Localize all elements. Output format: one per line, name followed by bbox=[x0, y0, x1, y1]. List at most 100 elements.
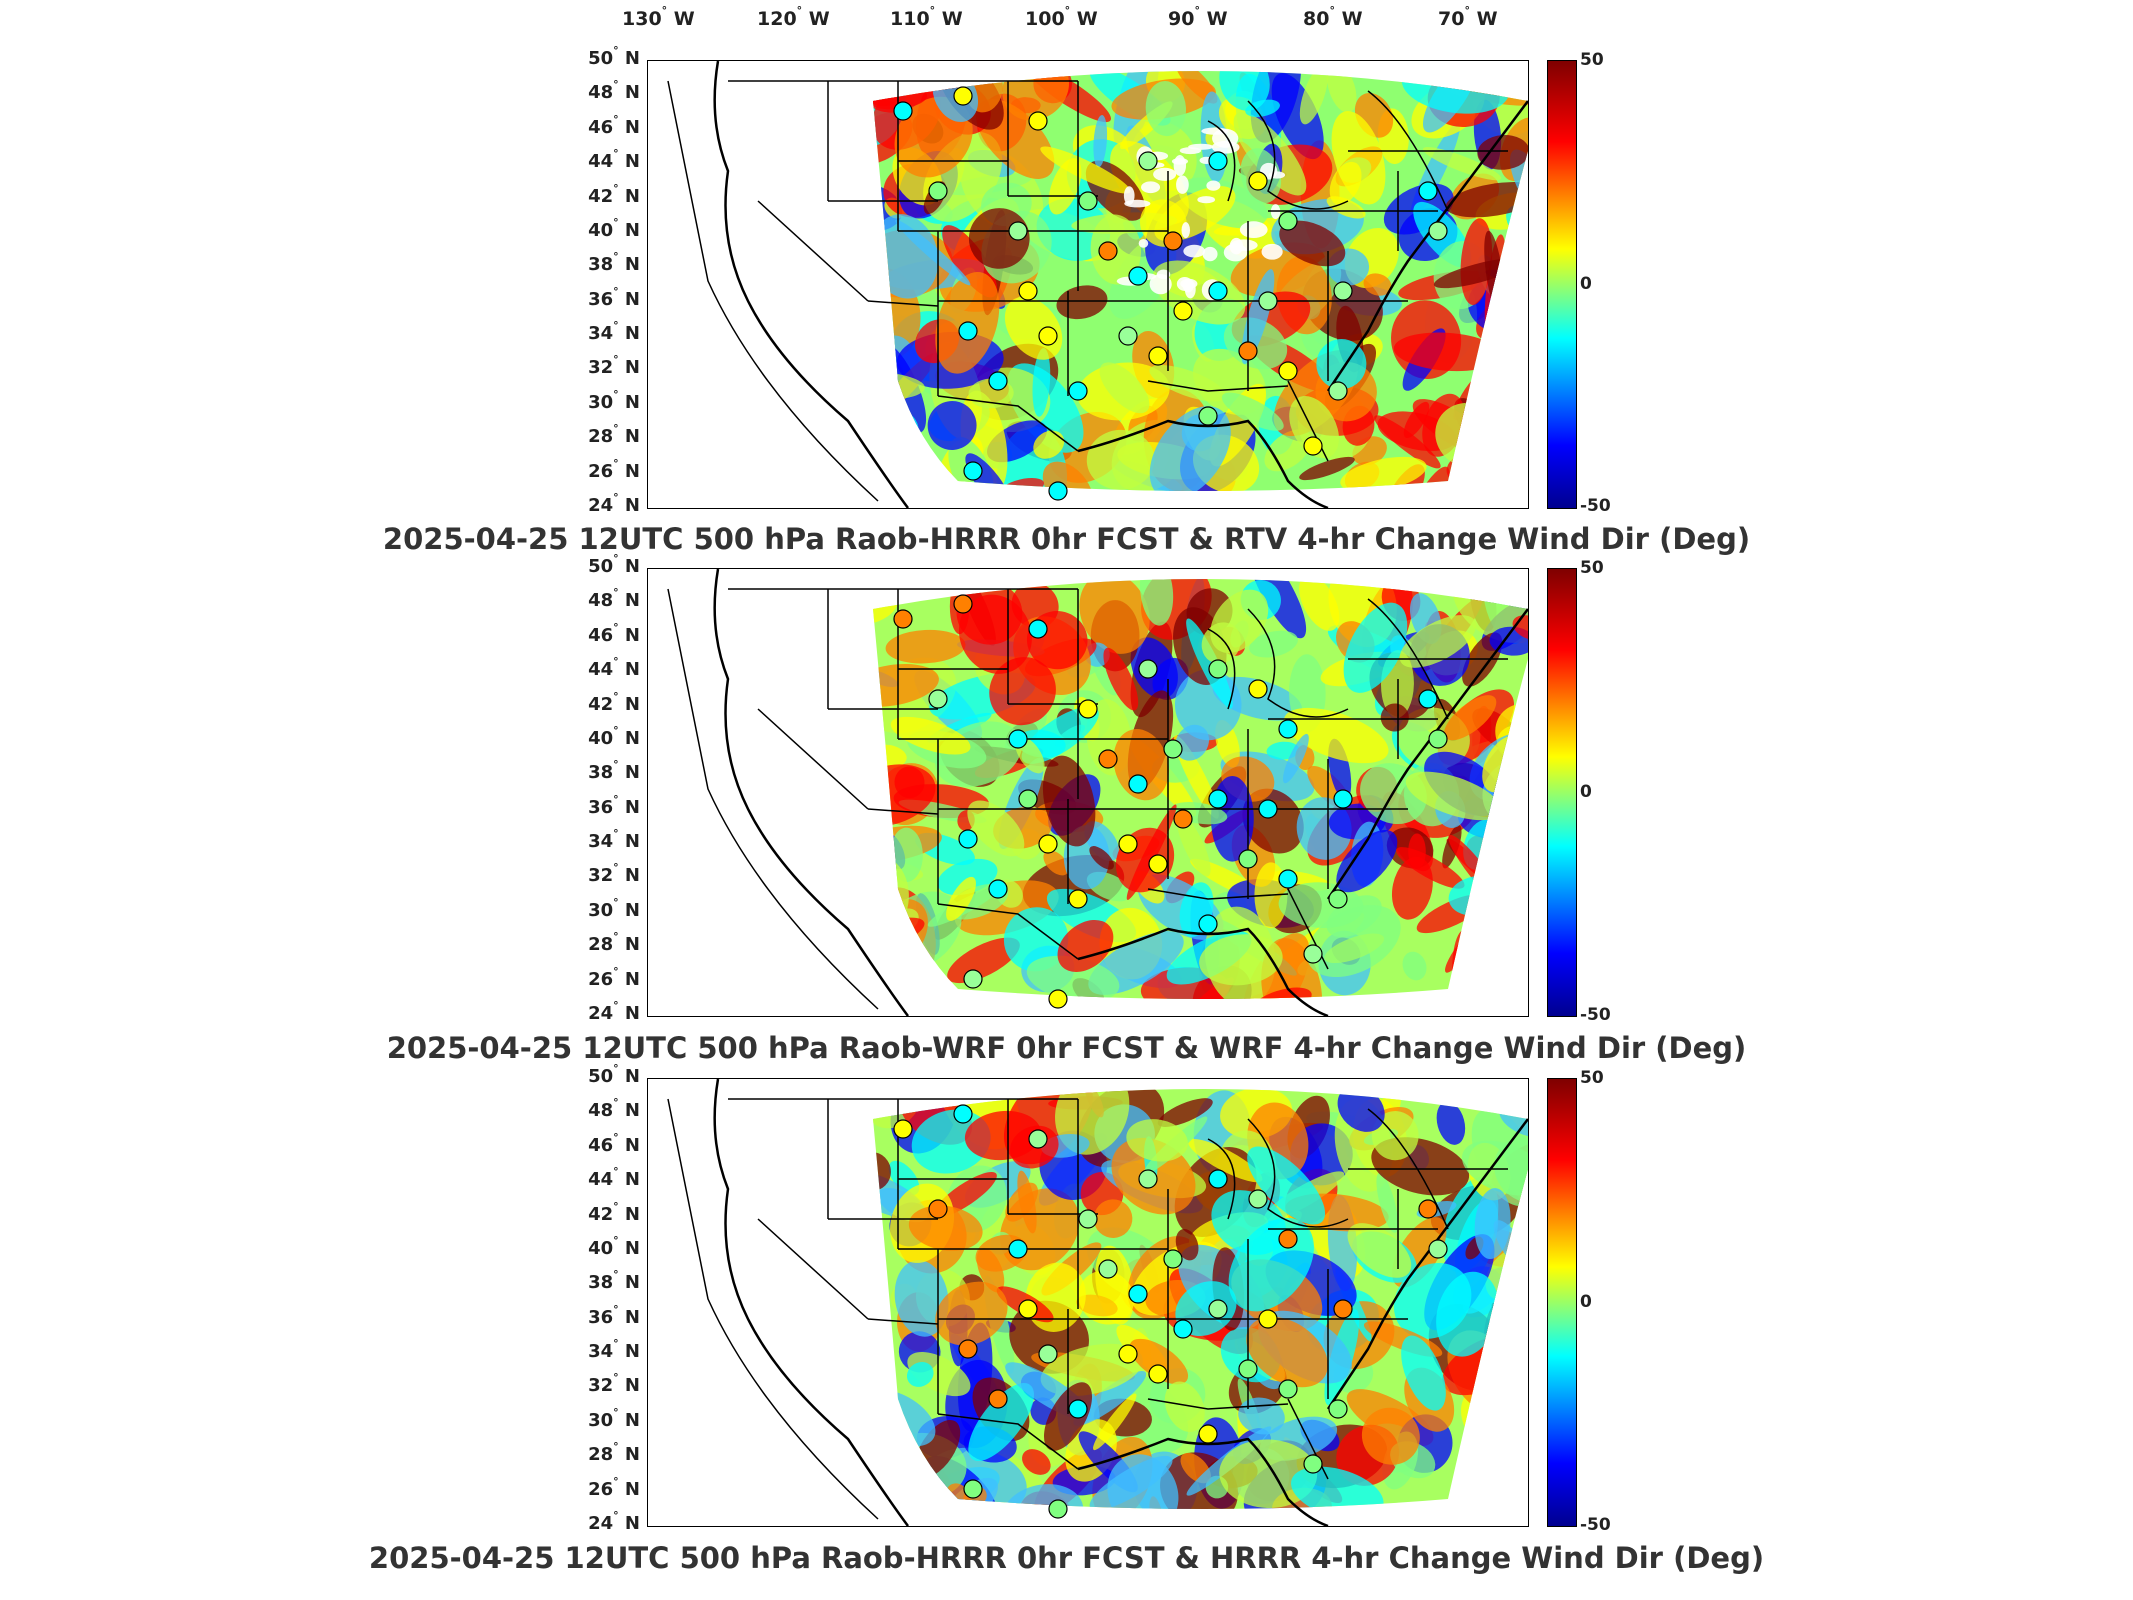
raob-station-marker bbox=[1208, 659, 1228, 679]
coastline bbox=[713, 61, 1528, 508]
raob-station-marker bbox=[1038, 1344, 1058, 1364]
raob-station-marker bbox=[1048, 989, 1068, 1009]
raob-stations bbox=[893, 594, 1448, 1009]
lat-label-28: 28° N bbox=[588, 930, 640, 956]
raob-station-marker bbox=[1418, 181, 1438, 201]
raob-station-marker bbox=[1118, 326, 1138, 346]
raob-station-marker bbox=[893, 609, 913, 629]
raob-station-marker bbox=[1303, 944, 1323, 964]
raob-station-marker bbox=[1008, 729, 1028, 749]
lat-label-48: 48° N bbox=[588, 586, 640, 612]
raob-station-marker bbox=[958, 829, 978, 849]
raob-station-marker bbox=[1173, 809, 1193, 829]
raob-station-marker bbox=[1198, 1424, 1218, 1444]
lat-label-40: 40° N bbox=[588, 1233, 640, 1259]
raob-station-marker bbox=[1138, 659, 1158, 679]
raob-station-marker bbox=[963, 969, 983, 989]
raob-station-marker bbox=[1098, 241, 1118, 261]
raob-station-marker bbox=[1428, 729, 1448, 749]
raob-stations bbox=[893, 86, 1448, 501]
raob-station-marker bbox=[1418, 1199, 1438, 1219]
raob-station-marker bbox=[1258, 1309, 1278, 1329]
raob-station-marker bbox=[1333, 1299, 1353, 1319]
raob-station-marker bbox=[1238, 1359, 1258, 1379]
raob-station-marker bbox=[1278, 1379, 1298, 1399]
raob-station-marker bbox=[928, 181, 948, 201]
raob-station-marker bbox=[1303, 1454, 1323, 1474]
panel-caption: 2025-04-25 12UTC 500 hPa Raob-WRF 0hr FC… bbox=[386, 1031, 1747, 1065]
lat-label-46: 46° N bbox=[588, 620, 640, 646]
lat-label-32: 32° N bbox=[588, 353, 640, 379]
lon-label-90: 90° W bbox=[1168, 4, 1228, 30]
raob-station-marker bbox=[1078, 699, 1098, 719]
panel-caption: 2025-04-25 12UTC 500 hPa Raob-HRRR 0hr F… bbox=[368, 1541, 1765, 1575]
lat-label-24: 24° N bbox=[588, 491, 640, 516]
colorbar-min-label: -50 bbox=[1580, 496, 1611, 516]
raob-station-marker bbox=[928, 1199, 948, 1219]
lat-label-50: 50° N bbox=[588, 44, 640, 69]
raob-station-marker bbox=[1208, 151, 1228, 171]
raob-station-marker bbox=[1068, 889, 1088, 909]
colorbar-mid-label: 0 bbox=[1580, 274, 1592, 294]
lat-label-42: 42° N bbox=[588, 181, 640, 207]
raob-station-marker bbox=[1278, 361, 1298, 381]
raob-station-marker bbox=[1128, 1284, 1148, 1304]
lat-label-44: 44° N bbox=[588, 655, 640, 681]
raob-station-marker bbox=[1208, 281, 1228, 301]
lon-label-100: 100° W bbox=[1025, 4, 1098, 30]
raob-station-marker bbox=[1333, 281, 1353, 301]
raob-station-marker bbox=[1068, 1399, 1088, 1419]
raob-station-marker bbox=[1028, 1129, 1048, 1149]
lat-label-30: 30° N bbox=[588, 895, 640, 921]
lat-label-40: 40° N bbox=[588, 723, 640, 749]
colorbar bbox=[1547, 568, 1577, 1017]
raob-station-marker bbox=[1098, 1259, 1118, 1279]
panel-caption: 2025-04-25 12UTC 500 hPa Raob-HRRR 0hr F… bbox=[382, 522, 1751, 556]
raob-station-marker bbox=[1118, 834, 1138, 854]
raob-station-marker bbox=[1278, 719, 1298, 739]
lat-label-30: 30° N bbox=[588, 1405, 640, 1431]
lat-label-24: 24° N bbox=[588, 999, 640, 1024]
raob-station-marker bbox=[1248, 1189, 1268, 1209]
raob-station-marker bbox=[988, 879, 1008, 899]
map-frame bbox=[647, 1078, 1529, 1527]
lat-label-46: 46° N bbox=[588, 112, 640, 138]
lat-label-44: 44° N bbox=[588, 1165, 640, 1191]
raob-station-marker bbox=[1138, 1169, 1158, 1189]
raob-station-marker bbox=[1208, 789, 1228, 809]
lon-label-110: 110° W bbox=[890, 4, 963, 30]
raob-station-marker bbox=[1173, 301, 1193, 321]
raob-station-marker bbox=[893, 101, 913, 121]
coastline bbox=[713, 569, 1528, 1016]
lat-label-28: 28° N bbox=[588, 422, 640, 448]
lat-label-26: 26° N bbox=[588, 964, 640, 990]
lat-label-32: 32° N bbox=[588, 861, 640, 887]
lat-label-26: 26° N bbox=[588, 456, 640, 482]
raob-station-marker bbox=[1008, 221, 1028, 241]
raob-station-marker bbox=[1028, 111, 1048, 131]
wind-direction-map bbox=[667, 569, 1528, 1016]
raob-station-marker bbox=[1068, 381, 1088, 401]
raob-station-marker bbox=[1248, 679, 1268, 699]
raob-station-marker bbox=[953, 594, 973, 614]
raob-station-marker bbox=[1428, 1239, 1448, 1259]
raob-station-marker bbox=[963, 1479, 983, 1499]
raob-station-marker bbox=[1148, 346, 1168, 366]
raob-station-marker bbox=[1328, 889, 1348, 909]
raob-station-marker bbox=[988, 371, 1008, 391]
colorbar-mid-label: 0 bbox=[1580, 1292, 1592, 1312]
raob-station-marker bbox=[1128, 774, 1148, 794]
lat-label-28: 28° N bbox=[588, 1440, 640, 1466]
colorbar bbox=[1547, 1078, 1577, 1527]
colorbar-mid-label: 0 bbox=[1580, 782, 1592, 802]
raob-station-marker bbox=[988, 1389, 1008, 1409]
colorbar-max-label: 50 bbox=[1580, 558, 1604, 578]
wind-field bbox=[873, 579, 1528, 999]
lat-label-32: 32° N bbox=[588, 1371, 640, 1397]
state-boundaries bbox=[667, 1098, 1508, 1520]
raob-station-marker bbox=[953, 1104, 973, 1124]
raob-station-marker bbox=[1163, 1249, 1183, 1269]
wind-field bbox=[873, 1089, 1528, 1509]
colorbar-min-label: -50 bbox=[1580, 1005, 1611, 1025]
lat-label-48: 48° N bbox=[588, 78, 640, 104]
